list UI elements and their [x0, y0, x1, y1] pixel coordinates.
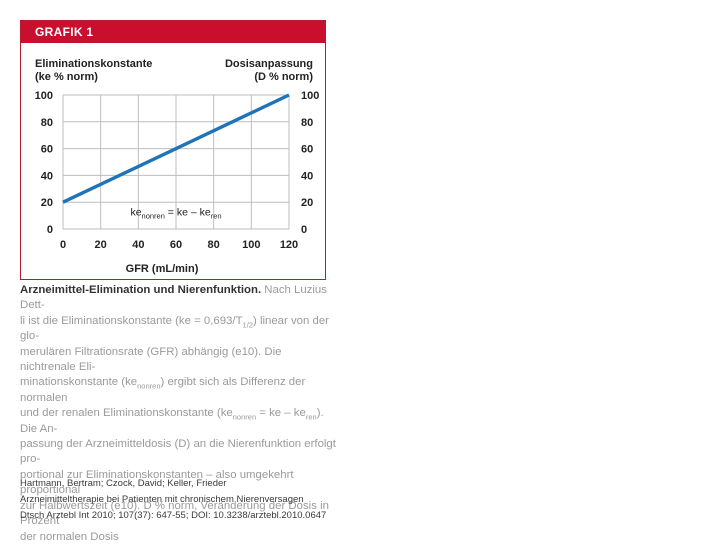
chart: Eliminationskonstante (ke % norm) Dosisa…	[35, 58, 320, 275]
caption-line-5: und der renalen Eliminationskonstante (k…	[20, 406, 340, 437]
y-tick-left: 0	[47, 224, 53, 236]
citation: Hartmann, Bertram; Czock, David; Keller,…	[20, 476, 680, 524]
y-tick-right: 60	[301, 144, 313, 156]
x-tick: 60	[170, 239, 182, 251]
y-tick-left: 60	[41, 144, 53, 156]
caption-text: = ke – ke	[256, 407, 306, 420]
caption-line-1: Arzneimittel-Elimination und Nierenfunkt…	[20, 283, 340, 314]
caption-subscript: nonren	[232, 412, 257, 422]
figure-label: GRAFIK 1	[35, 25, 94, 39]
y-tick-right: 20	[301, 197, 313, 209]
caption-title: Arzneimittel-Elimination und Nierenfunkt…	[20, 284, 262, 296]
caption-subscript: 1/2	[242, 320, 253, 330]
x-axis-label: GFR (mL/min)	[126, 263, 199, 275]
y-tick-left: 80	[41, 117, 53, 129]
formula-sub2: ren	[211, 212, 222, 221]
y-axis-right-label-line2: (D % norm)	[254, 71, 313, 83]
y-tick-left: 40	[41, 170, 53, 182]
caption-line-8: zur Halbwertszeit (e10). D % norm, Verän…	[20, 499, 329, 528]
y-tick-right: 80	[301, 117, 313, 129]
citation-title: Arzneimitteltherapie bei Patienten mit c…	[20, 494, 304, 505]
x-tick: 120	[280, 239, 298, 251]
y-axis-right-label-line1: Dosisanpassung	[225, 58, 313, 70]
x-tick: 80	[208, 239, 220, 251]
series-line	[62, 93, 290, 204]
x-tick: 40	[132, 239, 144, 251]
caption-line-7: portional zur Eliminationskonstanten – a…	[20, 468, 294, 497]
citation-source: Dtsch Arztebl Int 2010; 107(37): 647-55;…	[20, 510, 327, 521]
caption-line-2: li ist die Eliminationskonstante (ke = 0…	[20, 314, 340, 345]
caption-text: ). Die An-	[20, 407, 324, 435]
caption-line-9: der normalen Dosis	[20, 530, 119, 543]
formula-annotation: kenonren = ke – keren	[130, 207, 221, 221]
caption-line-4: minationskonstante (kenonren) ergibt sic…	[20, 375, 340, 406]
y-tick-left: 100	[35, 90, 53, 102]
caption-subscript: ren	[305, 412, 317, 422]
caption-text: minationskonstante (ke	[20, 376, 138, 389]
caption-text: Nach Luzius Dett-	[20, 284, 327, 312]
y-axis-left-label-line1: Eliminationskonstante	[35, 58, 152, 70]
formula-base: ke	[130, 207, 141, 219]
caption-text: ) linear von der glo-	[20, 314, 329, 343]
x-tick: 100	[242, 239, 260, 251]
y-tick-right: 40	[301, 170, 313, 182]
caption-line-6: passung der Arzneimitteldosis (D) an die…	[20, 438, 336, 466]
caption-text: und der renalen Eliminationskonstante (k…	[20, 407, 233, 420]
y-tick-left: 20	[41, 197, 53, 209]
caption-text: ) ergibt sich als Differenz der normalen	[20, 376, 306, 404]
grid-lines	[62, 94, 290, 230]
x-tick: 0	[60, 239, 66, 251]
y-tick-right: 0	[301, 224, 307, 236]
y-tick-right: 100	[301, 90, 319, 102]
figure-header: GRAFIK 1	[21, 21, 325, 43]
caption-text: li ist die Eliminationskonstante (ke = 0…	[20, 314, 243, 327]
formula-sub1: nonren	[142, 212, 165, 221]
series-layer	[62, 93, 290, 204]
figure-box: GRAFIK 1 Eliminationskonstante (ke % nor…	[20, 20, 326, 280]
formula-mid: = ke – ke	[165, 207, 211, 219]
y-axis-left-label-line2: (ke % norm)	[35, 71, 98, 83]
caption-line-3: merulären Filtrationsrate (GFR) abhängig…	[20, 345, 282, 374]
caption-subscript: nonren	[137, 381, 161, 391]
x-tick: 20	[95, 239, 107, 251]
citation-authors: Hartmann, Bertram; Czock, David; Keller,…	[20, 478, 227, 489]
